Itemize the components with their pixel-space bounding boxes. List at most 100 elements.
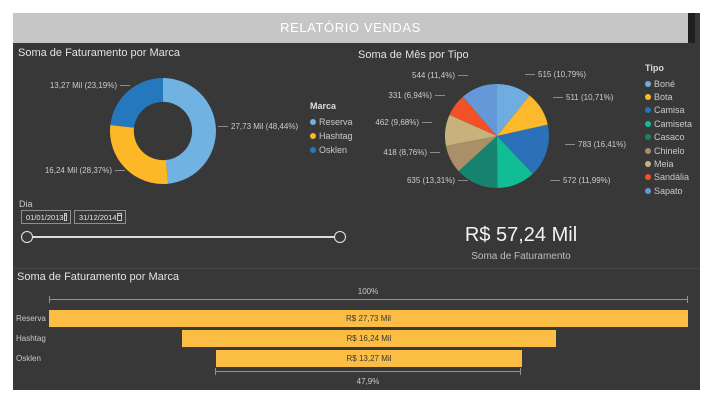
pie-label-meia: 462 (9,68%) <box>362 118 432 127</box>
donut-chart[interactable] <box>110 78 216 184</box>
slice-Hashtag[interactable] <box>110 124 169 184</box>
funnel-row: Osklen R$ 13,27 Mil <box>13 350 700 370</box>
legend-dot <box>645 174 651 181</box>
legend-item[interactable]: Chinelo <box>645 144 692 157</box>
slice-Sandália[interactable] <box>449 96 497 136</box>
legend-dot <box>645 120 651 127</box>
legend-item[interactable]: Bota <box>645 90 692 103</box>
legend-label: Boné <box>654 78 676 89</box>
pie-label-bone: 515 (10,79%) <box>525 70 586 79</box>
funnel-panel-title: Soma de Faturamento por Marca <box>17 271 180 283</box>
date-end-input[interactable]: 31/12/2014 <box>74 210 126 224</box>
funnel-bar-Reserva[interactable]: R$ 27,73 Mil <box>49 310 688 327</box>
legend-dot <box>310 119 316 125</box>
funnel-row: Hashtag R$ 16,24 Mil <box>13 330 700 350</box>
leader-line <box>120 85 130 86</box>
legend-item[interactable]: Osklen <box>310 143 353 157</box>
legend-item[interactable]: Sandália <box>645 171 692 184</box>
legend-dot <box>310 133 316 139</box>
legend-item[interactable]: Camiseta <box>645 117 692 130</box>
funnel-row: Reserva R$ 27,73 Mil <box>13 310 700 330</box>
legend-item[interactable]: Boné <box>645 77 692 90</box>
legend-dot <box>645 187 651 194</box>
leader-line <box>218 126 228 127</box>
legend-label: Meia <box>654 159 674 170</box>
legend-item[interactable]: Hashtag <box>310 129 353 143</box>
kpi-card: R$ 57,24 Mil Soma de Faturamento <box>421 224 621 262</box>
funnel-bar-Osklen[interactable]: R$ 13,27 Mil <box>216 350 522 367</box>
leader-line <box>430 152 440 153</box>
funnel-bar-Hashtag[interactable]: R$ 16,24 Mil <box>182 330 556 347</box>
leader-line <box>422 122 432 123</box>
legend-label: Casaco <box>654 132 685 143</box>
date-slider-handle-left[interactable] <box>21 231 33 243</box>
leader-line <box>565 144 575 145</box>
legend-item[interactable]: Meia <box>645 157 692 170</box>
legend-marca: Marca Reserva Hashtag Osklen <box>310 101 353 157</box>
legend-item[interactable]: Reserva <box>310 115 353 129</box>
legend-item[interactable]: Sapato <box>645 184 692 197</box>
legend-label: Reserva <box>319 117 353 127</box>
calendar-icon[interactable] <box>116 213 122 221</box>
legend-label: Chinelo <box>654 145 685 156</box>
legend-dot <box>645 94 651 101</box>
donut-label-hashtag: 16,24 Mil (28,37%) <box>25 166 125 175</box>
legend-label: Hashtag <box>319 131 353 141</box>
pie-chart[interactable] <box>445 84 549 188</box>
kpi-value: R$ 57,24 Mil <box>464 224 578 246</box>
slice-Osklen[interactable] <box>110 78 163 128</box>
pie-label-bota: 511 (10,71%) <box>553 93 613 102</box>
leader-line <box>525 74 535 75</box>
leader-line <box>458 75 468 76</box>
slice-Reserva[interactable] <box>163 78 216 184</box>
funnel-bottom-percent: 47,9% <box>356 377 380 386</box>
legend-title: Marca <box>310 101 337 111</box>
legend-label: Sapato <box>654 185 683 196</box>
legend-dot <box>310 147 316 153</box>
pie-label-sapato: 544 (11,4%) <box>398 71 468 80</box>
leader-line <box>550 180 560 181</box>
slice-Chinelo[interactable] <box>445 136 497 172</box>
leader-line <box>553 97 563 98</box>
dashboard-canvas: RELATÓRIO VENDAS Soma de Faturamento por… <box>13 13 700 390</box>
header-edge-strip <box>688 13 695 43</box>
legend-item[interactable]: Camisa <box>645 104 692 117</box>
slice-Sapato[interactable] <box>462 84 497 136</box>
leader-line <box>458 180 468 181</box>
pie-label-chinelo: 418 (8,76%) <box>370 148 440 157</box>
pie-label-casaco: 635 (13,31%) <box>398 176 468 185</box>
funnel-bars: Reserva R$ 27,73 Mil Hashtag R$ 16,24 Mil Os… <box>13 310 700 370</box>
legend-dot <box>645 161 651 168</box>
section-separator <box>13 268 700 269</box>
funnel-bar-value: R$ 16,24 Mil <box>346 334 392 343</box>
funnel-category-label: Osklen <box>16 354 41 363</box>
pie-label-camiseta: 572 (11,99%) <box>550 176 610 185</box>
slice-Camisa[interactable] <box>497 124 549 174</box>
date-slider-handle-right[interactable] <box>334 231 346 243</box>
date-slider-track[interactable] <box>27 236 340 238</box>
legend-dot <box>645 134 651 141</box>
funnel-category-label: Hashtag <box>16 334 46 343</box>
calendar-icon[interactable] <box>63 213 67 221</box>
funnel-bar-value: R$ 27,73 Mil <box>346 314 391 323</box>
report-title: RELATÓRIO VENDAS <box>280 20 421 35</box>
donut-label-osklen: 13,27 Mil (23,19%) <box>30 81 130 90</box>
legend-dot <box>645 147 651 154</box>
slice-Boné[interactable] <box>497 84 530 136</box>
legend-item[interactable]: Casaco <box>645 131 692 144</box>
date-start-input[interactable]: 01/01/2013 <box>21 210 71 224</box>
legend-title: Tipo <box>645 63 664 73</box>
slice-Casaco[interactable] <box>458 136 498 188</box>
donut-label-reserva: 27,73 Mil (48,44%) <box>218 122 298 131</box>
slicer-label: Dia <box>19 199 33 209</box>
legend-label: Camiseta <box>654 118 693 129</box>
leader-line <box>435 95 445 96</box>
funnel-category-label: Reserva <box>16 314 46 323</box>
slice-Bota[interactable] <box>497 95 548 136</box>
funnel-top-percent: 100% <box>357 287 379 296</box>
legend-dot <box>645 107 651 114</box>
slice-Meia[interactable] <box>445 114 497 146</box>
legend-label: Bota <box>654 92 673 103</box>
slice-Camiseta[interactable] <box>497 136 533 188</box>
pie-panel-title: Soma de Mês por Tipo <box>358 49 469 61</box>
